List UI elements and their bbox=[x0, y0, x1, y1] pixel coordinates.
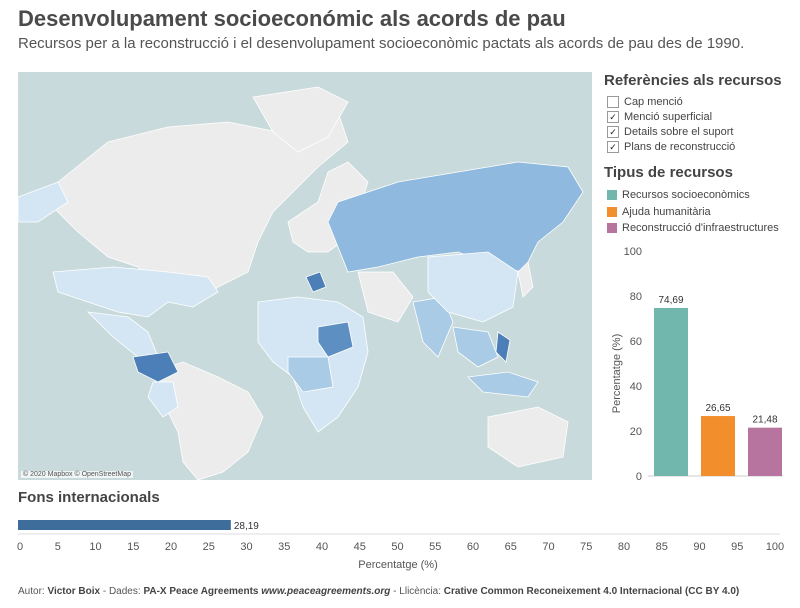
map-greenland bbox=[252, 86, 349, 153]
x-tick-label: 15 bbox=[127, 541, 139, 553]
x-tick-label: 95 bbox=[731, 541, 743, 553]
footer-licence-prefix: - Llicència: bbox=[390, 586, 444, 597]
y-tick-label: 0 bbox=[636, 471, 642, 483]
bar-value-label: 74,69 bbox=[658, 295, 683, 306]
y-tick-label: 80 bbox=[630, 291, 642, 303]
legend-item-socioeconomic[interactable]: Recursos socioeconòmics bbox=[607, 188, 750, 202]
map-alaska bbox=[18, 181, 69, 223]
map-japan bbox=[517, 261, 534, 298]
x-tick-label: 50 bbox=[391, 541, 403, 553]
y-tick-label: 20 bbox=[630, 426, 642, 438]
map-peru bbox=[147, 381, 179, 418]
map-australia bbox=[487, 406, 569, 468]
x-tick-label: 90 bbox=[693, 541, 705, 553]
map-central-africa bbox=[287, 356, 334, 393]
dashboard-subtitle: Recursos per a la reconstrucció i el des… bbox=[18, 35, 745, 52]
footer-data-source: PA-X Peace Agreements bbox=[143, 586, 259, 597]
map-sudan bbox=[317, 321, 354, 358]
map-canvas bbox=[18, 86, 584, 480]
bar-value-label: 21,48 bbox=[752, 415, 777, 426]
map-russia bbox=[327, 161, 584, 273]
map-south-america bbox=[152, 361, 264, 480]
map-se-asia bbox=[452, 326, 499, 368]
x-tick-label: 0 bbox=[17, 541, 23, 553]
checkmark-icon[interactable]: ✓ bbox=[607, 141, 619, 153]
map-china bbox=[427, 251, 519, 323]
legend-swatch bbox=[607, 207, 617, 217]
x-tick-label: 40 bbox=[316, 541, 328, 553]
x-tick-label: 75 bbox=[580, 541, 592, 553]
legend-swatch bbox=[607, 190, 617, 200]
footer-credits: Autor: Victor Boix - Dades: PA-X Peace A… bbox=[18, 586, 739, 597]
world-map[interactable]: © 2020 Mapbox © OpenStreetMap bbox=[18, 72, 592, 480]
map-indonesia bbox=[467, 371, 539, 398]
x-tick-label: 85 bbox=[656, 541, 668, 553]
reference-label: Details sobre el suport bbox=[624, 126, 734, 138]
bar bbox=[748, 427, 782, 476]
reference-option-superficial[interactable]: ✓ Menció superficial bbox=[607, 110, 712, 124]
dashboard-title: Desenvolupament socioeconómic als acords… bbox=[18, 6, 566, 31]
footer-site-link[interactable]: www.peaceagreements.org bbox=[261, 586, 391, 597]
x-tick-label: 80 bbox=[618, 541, 630, 553]
bar-value-label: 26,65 bbox=[705, 403, 730, 414]
checkbox-icon[interactable] bbox=[607, 96, 619, 108]
x-tick-label: 30 bbox=[240, 541, 252, 553]
y-tick-label: 100 bbox=[624, 246, 642, 258]
bar-value-label: 28,19 bbox=[234, 521, 259, 532]
legend-label: Recursos socioeconòmics bbox=[622, 189, 750, 201]
map-colombia bbox=[132, 351, 179, 383]
x-tick-label: 55 bbox=[429, 541, 441, 553]
map-philippines bbox=[495, 331, 511, 363]
references-title: Referències als recursos bbox=[604, 72, 782, 89]
reference-option-details[interactable]: ✓ Details sobre el suport bbox=[607, 125, 733, 139]
x-tick-label: 20 bbox=[165, 541, 177, 553]
bar bbox=[701, 416, 735, 476]
x-tick-label: 70 bbox=[542, 541, 554, 553]
reference-option-plans[interactable]: ✓ Plans de reconstrucció bbox=[607, 140, 735, 154]
legend-item-humanitarian[interactable]: Ajuda humanitària bbox=[607, 205, 711, 219]
footer-licence: Crative Common Reconeixement 4.0 Interna… bbox=[443, 586, 740, 597]
bar bbox=[18, 520, 231, 530]
map-usa bbox=[52, 266, 219, 318]
map-balkans bbox=[305, 271, 327, 293]
x-tick-label: 35 bbox=[278, 541, 290, 553]
x-tick-label: 10 bbox=[89, 541, 101, 553]
legend-label: Ajuda humanitària bbox=[622, 206, 711, 218]
legend-item-infrastructure[interactable]: Reconstrucció d'infraestructures bbox=[607, 221, 779, 235]
y-tick-label: 60 bbox=[630, 336, 642, 348]
reference-label: Cap menció bbox=[624, 96, 683, 108]
reference-label: Menció superficial bbox=[624, 111, 713, 123]
footer-author-prefix: Autor: bbox=[18, 586, 48, 597]
map-credit: © 2020 Mapbox © OpenStreetMap bbox=[21, 471, 133, 478]
reference-label: Plans de reconstrucció bbox=[624, 141, 736, 153]
resource-types-title: Tipus de recursos bbox=[604, 164, 733, 181]
international-funds-bar-chart: 28,19 0 5 10 15 20 25 30 35 40 45 50 55 60 65 70 75 80 85 9… bbox=[17, 520, 784, 571]
x-tick-label: 100 bbox=[766, 541, 784, 553]
y-tick-label: 40 bbox=[630, 381, 642, 393]
checkmark-icon[interactable]: ✓ bbox=[607, 126, 619, 138]
x-axis-label: Percentatge (%) bbox=[358, 559, 437, 571]
footer-data-prefix: - Dades: bbox=[100, 586, 144, 597]
international-funds-title: Fons internacionals bbox=[18, 489, 160, 506]
map-north-america bbox=[52, 111, 349, 308]
x-tick-label: 25 bbox=[203, 541, 215, 553]
y-axis-label: Percentatge (%) bbox=[611, 334, 623, 413]
x-tick-label: 65 bbox=[505, 541, 517, 553]
checkmark-icon[interactable]: ✓ bbox=[607, 111, 619, 123]
footer-author: Victor Boix bbox=[47, 586, 101, 597]
resource-types-bar-chart: 0 20 40 60 80 100 Percentatge (%) 74,69 26,65 21,… bbox=[611, 246, 783, 483]
x-tick-label: 60 bbox=[467, 541, 479, 553]
map-middle-east bbox=[357, 271, 414, 323]
x-tick-label: 5 bbox=[55, 541, 61, 553]
x-tick-label: 45 bbox=[354, 541, 366, 553]
legend-swatch bbox=[607, 223, 617, 233]
legend-label: Reconstrucció d'infraestructures bbox=[622, 222, 779, 234]
bar bbox=[654, 307, 688, 476]
reference-option-none[interactable]: Cap menció bbox=[607, 95, 683, 109]
